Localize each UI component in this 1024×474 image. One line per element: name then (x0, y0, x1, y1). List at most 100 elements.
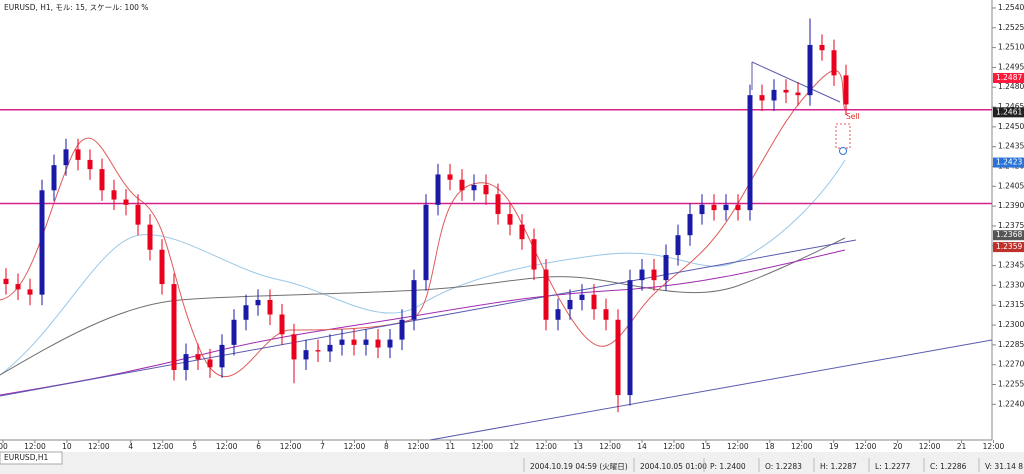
candle-body (111, 190, 117, 200)
candle-body (843, 75, 849, 105)
candle-body (315, 350, 321, 352)
candle-body (807, 44, 813, 96)
trend-line (751, 61, 841, 103)
x-tick-label: 12:00 (727, 442, 749, 451)
candle-body (195, 354, 201, 360)
x-tick-label: 00 (0, 442, 8, 451)
y-tick-label: 1.2255 (998, 380, 1024, 389)
x-tick-label: 12:00 (216, 442, 238, 451)
price-tag-label: 1.2359 (996, 242, 1022, 251)
candle-body (27, 289, 33, 295)
price-tag (993, 72, 1024, 83)
candle-body (411, 280, 417, 320)
candle-body (147, 224, 153, 250)
indicators (0, 61, 993, 441)
chart-tab[interactable] (0, 451, 63, 465)
y-tick-label: 1.2480 (998, 82, 1024, 91)
candle-body (819, 44, 825, 51)
candle-body (231, 319, 237, 345)
candle-body (207, 359, 213, 368)
x-tick-label: 12:00 (855, 442, 877, 451)
candle-body (771, 89, 777, 101)
x-tick-label: 12:00 (791, 442, 813, 451)
trend-line (0, 239, 857, 397)
moving-average (0, 237, 846, 376)
candle-body (579, 294, 585, 300)
candle-body (699, 204, 705, 215)
x-tick-label: 10 (62, 442, 72, 451)
y-tick-label: 1.2510 (998, 43, 1024, 52)
status-text: 2004.10.19 04:59 (火曜日) (530, 462, 628, 471)
candle-body (387, 339, 393, 348)
candle-body (687, 214, 693, 236)
candle-body (339, 339, 345, 345)
candle-body (75, 149, 81, 160)
x-tick-label: 20 (893, 442, 903, 451)
candle-body (99, 169, 105, 191)
candle-body (483, 185, 489, 195)
y-tick-label: 1.2285 (998, 340, 1024, 349)
candle-body (543, 269, 549, 320)
candle-body (507, 214, 513, 225)
signal-label: Sell (846, 112, 860, 121)
candle-body (435, 174, 441, 205)
candle-body (459, 179, 465, 191)
candle-body (279, 314, 285, 335)
x-tick-label: 21 (957, 442, 967, 451)
y-tick-label: 1.2375 (998, 221, 1024, 230)
candle-body (123, 199, 129, 205)
status-text: H: 1.2287 (820, 462, 857, 471)
candle-body (255, 299, 261, 306)
x-tick-label: 18 (765, 442, 775, 451)
x-tick-label: 13 (573, 442, 583, 451)
candle-body (495, 194, 501, 215)
candle-body (603, 309, 609, 320)
y-tick-label: 1.2330 (998, 280, 1024, 289)
trend-line (429, 339, 993, 441)
y-tick-label: 1.2390 (998, 201, 1024, 210)
x-tick-label: 14 (637, 442, 647, 451)
status-text: C: 1.2286 (930, 462, 967, 471)
x-tick-label: 12:00 (88, 442, 110, 451)
x-tick-label: 12:00 (408, 442, 430, 451)
candle-body (639, 269, 645, 281)
candle-body (615, 319, 621, 396)
chart-tab-label[interactable]: EURUSD,H1 (4, 453, 48, 462)
y-tick-label: 1.2450 (998, 122, 1024, 131)
candle-body (735, 204, 741, 211)
candle-body (171, 284, 177, 370)
x-tick-label: 19 (829, 442, 839, 451)
candle-body (219, 344, 225, 368)
y-tick-label: 1.2300 (998, 320, 1024, 329)
y-tick-label: 1.2315 (998, 300, 1024, 309)
candle-body (3, 278, 9, 285)
x-tick-label: 11 (446, 442, 456, 451)
candle-body (447, 174, 453, 180)
price-tag (993, 107, 1024, 118)
candle-body (87, 159, 93, 170)
x-tick-label: 12:00 (471, 442, 493, 451)
x-tick-label: 12 (509, 442, 519, 451)
candle-body (711, 204, 717, 211)
candle-body (375, 339, 381, 348)
candle-body (303, 350, 309, 360)
x-tick-label: 6 (256, 442, 261, 451)
candle-body (519, 224, 525, 240)
candle-body (759, 95, 765, 101)
moving-average (0, 159, 846, 376)
candle-body (15, 284, 21, 290)
x-tick-label: 8 (384, 442, 389, 451)
candle-body (531, 239, 537, 270)
status-text: O: 1.2283 (765, 462, 802, 471)
x-tick-label: 12:00 (152, 442, 174, 451)
x-tick-label: 12:00 (344, 442, 366, 451)
candle-body (831, 50, 837, 76)
candle-body (675, 235, 681, 256)
y-tick-label: 1.2540 (998, 3, 1024, 12)
candle-body (555, 309, 561, 320)
price-tag-label: 1.2423 (996, 158, 1022, 167)
candle-body (51, 165, 57, 191)
candle-body (327, 344, 333, 352)
candle-body (783, 89, 789, 93)
